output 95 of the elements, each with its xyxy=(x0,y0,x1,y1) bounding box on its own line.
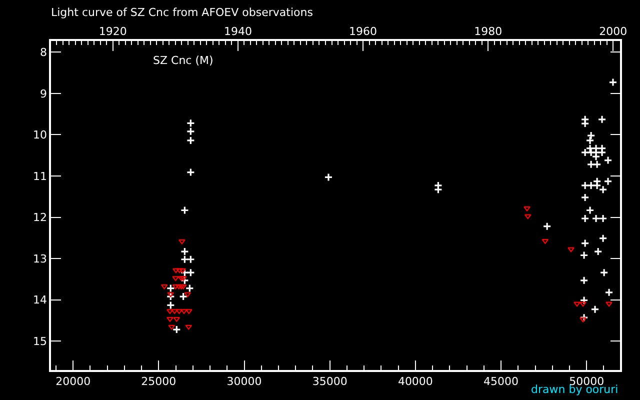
point xyxy=(580,119,590,128)
point xyxy=(167,292,174,298)
point xyxy=(580,296,588,305)
point xyxy=(324,172,333,182)
point xyxy=(186,255,195,264)
point xyxy=(172,268,180,274)
point xyxy=(604,156,612,165)
y-tick-label: 12 xyxy=(33,211,48,224)
point xyxy=(604,177,612,186)
point xyxy=(580,313,588,322)
point xyxy=(180,309,188,314)
point xyxy=(180,206,189,215)
point xyxy=(580,276,588,285)
point xyxy=(166,317,174,322)
point xyxy=(172,325,181,334)
point xyxy=(180,276,189,285)
point xyxy=(186,309,192,314)
point xyxy=(542,222,552,231)
x2-tick-label: 1940 xyxy=(224,24,252,38)
point xyxy=(176,268,183,274)
y-tick-label: 15 xyxy=(33,334,48,348)
x2-tick-label: 2000 xyxy=(599,24,628,38)
point xyxy=(172,284,180,290)
point xyxy=(586,136,594,145)
point xyxy=(166,309,174,314)
point xyxy=(180,284,187,290)
point xyxy=(608,78,618,87)
point xyxy=(185,324,192,330)
point xyxy=(186,168,195,177)
x-tick-label: 20000 xyxy=(56,374,91,388)
point xyxy=(580,250,588,260)
point xyxy=(598,234,608,243)
y-tick-label: 11 xyxy=(33,170,48,183)
point xyxy=(600,268,608,277)
point xyxy=(598,214,608,223)
point xyxy=(186,118,195,128)
point xyxy=(580,238,590,248)
point xyxy=(598,115,606,124)
x-tick-label: 30000 xyxy=(226,374,262,388)
x-tick-label: 25000 xyxy=(141,374,176,388)
point xyxy=(176,309,183,314)
point xyxy=(171,309,178,314)
point xyxy=(580,317,586,322)
y-tick-label: 14 xyxy=(33,294,48,307)
point xyxy=(180,247,189,256)
point xyxy=(179,292,188,301)
point xyxy=(178,284,185,290)
point xyxy=(592,160,602,169)
point xyxy=(186,127,195,136)
point xyxy=(185,284,194,293)
point xyxy=(175,284,182,290)
point xyxy=(524,214,532,220)
point xyxy=(580,193,590,202)
x-tick-label: 40000 xyxy=(398,374,433,388)
point xyxy=(180,255,189,264)
point xyxy=(586,131,596,140)
point xyxy=(166,292,175,301)
point xyxy=(568,247,574,252)
point xyxy=(542,238,549,244)
x-tick-label: 35000 xyxy=(312,374,348,388)
y-tick-label: 9 xyxy=(40,87,48,100)
point xyxy=(524,206,530,212)
point xyxy=(180,268,189,277)
point xyxy=(580,181,590,190)
point xyxy=(580,214,590,223)
point xyxy=(178,239,186,244)
point xyxy=(186,136,195,145)
point xyxy=(434,185,443,194)
x2-tick-label: 1960 xyxy=(349,24,378,38)
point xyxy=(574,302,580,307)
point xyxy=(586,181,596,190)
annotation: SZ Cnc (M) xyxy=(153,54,214,67)
point xyxy=(179,268,186,274)
point xyxy=(586,206,594,215)
point xyxy=(166,300,175,310)
point xyxy=(166,284,175,293)
y-tick-label: 8 xyxy=(40,46,48,59)
x2-tick-label: 1980 xyxy=(474,24,502,38)
point xyxy=(580,302,586,307)
point xyxy=(160,284,168,290)
point xyxy=(184,292,192,298)
point xyxy=(606,302,612,307)
point xyxy=(592,214,600,223)
point xyxy=(586,160,596,169)
x2-tick-label: 1920 xyxy=(98,24,127,38)
point xyxy=(580,148,590,157)
x-tick-label: 45000 xyxy=(484,374,519,388)
point xyxy=(604,288,614,297)
point xyxy=(186,268,195,277)
y-tick-label: 10 xyxy=(33,128,48,142)
y-tick-label: 13 xyxy=(33,252,48,266)
point xyxy=(590,305,600,314)
chart-title: Light curve of SZ Cnc from AFOEV observations xyxy=(51,6,314,19)
point xyxy=(594,247,602,256)
point xyxy=(168,324,176,330)
